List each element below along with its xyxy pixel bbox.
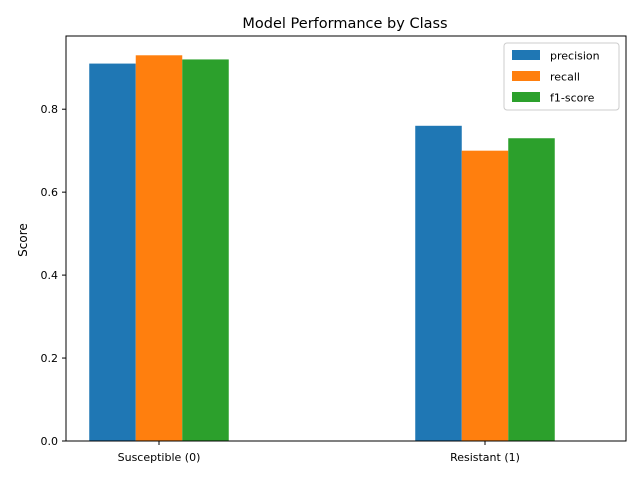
bars-layer — [89, 55, 555, 442]
y-tick-label: 0.4 — [41, 269, 59, 282]
y-axis-label: Score — [16, 223, 30, 257]
y-tick-label: 0.0 — [41, 435, 59, 448]
legend-swatch — [512, 71, 540, 81]
legend-swatch — [512, 92, 540, 102]
x-tick-label: Resistant (1) — [450, 451, 520, 464]
bar-f1-score-susceptible-0 — [182, 59, 229, 442]
y-tick-label: 0.6 — [41, 186, 59, 199]
legend-label: precision — [550, 50, 600, 63]
bar-f1-score-resistant-1 — [508, 138, 555, 442]
y-tick-label: 0.2 — [41, 352, 59, 365]
x-tick-label: Susceptible (0) — [118, 451, 201, 464]
plot-frame — [65, 35, 627, 442]
bar-recall-resistant-1 — [461, 150, 509, 441]
bar-precision-susceptible-0 — [89, 63, 136, 441]
x-axis: Susceptible (0) Resistant (1) — [118, 441, 520, 464]
legend-swatch — [512, 50, 540, 60]
bar-precision-resistant-1 — [415, 125, 462, 441]
legend-item-precision: precision — [512, 50, 600, 63]
bar-recall-susceptible-0 — [135, 55, 183, 441]
chart-title: Model Performance by Class — [242, 16, 447, 32]
legend-item-f1-score: f1-score — [512, 92, 595, 105]
y-tick-label: 0.8 — [41, 103, 59, 116]
legend-label: recall — [550, 71, 580, 84]
legend: precision recall f1-score — [503, 42, 620, 111]
y-axis: 0.0 0.2 0.4 0.6 0.8 — [41, 103, 66, 448]
legend-item-recall: recall — [512, 71, 580, 84]
legend-label: f1-score — [550, 92, 595, 105]
